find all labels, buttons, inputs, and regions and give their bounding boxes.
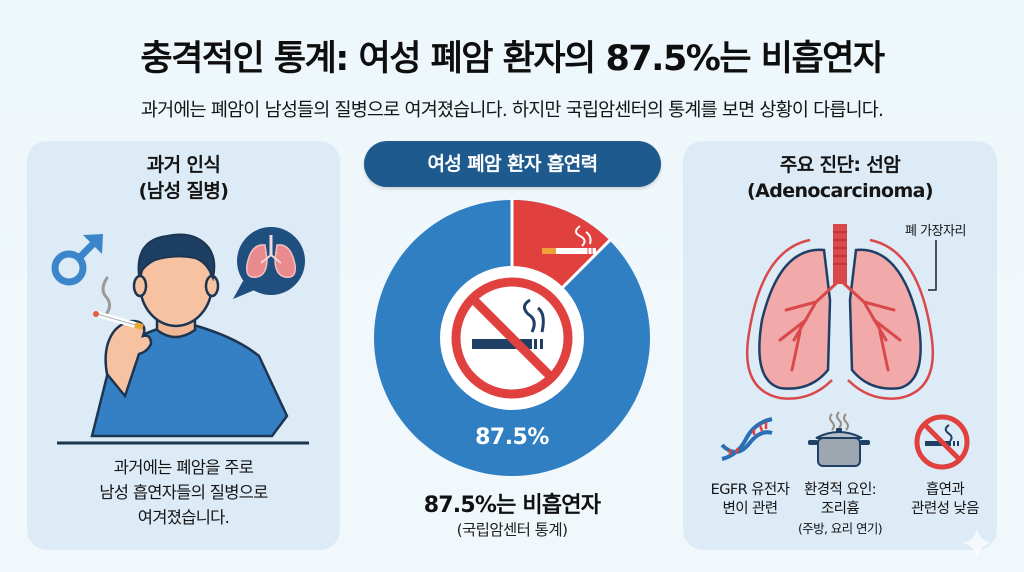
smoking-history-donut-chart xyxy=(374,198,650,476)
past-text-line2: 남성 흡연자들의 질병으로 xyxy=(99,483,268,502)
non-smoker-stat: 87.5%는 비흡연자 xyxy=(423,493,601,518)
past-perception-panel: 과거 인식 (남성 질병) xyxy=(27,141,340,550)
donut-percentage-label: 87.5% xyxy=(475,425,549,450)
dna-icon xyxy=(720,417,773,461)
dna-label: EGFR 유전자 변이 관련 xyxy=(710,482,790,517)
lungs-illustration xyxy=(745,224,937,400)
panel-title-line1: 과거 인식 xyxy=(146,154,221,176)
diagnosis-panel: 주요 진단: 선암 (Adenocarcinoma) xyxy=(683,141,997,550)
low-smoking-relation-label: 흡연과 관련성 낮음 xyxy=(911,482,979,517)
no-smoking-small-icon xyxy=(914,414,970,470)
source-note: (국립암센터 통계) xyxy=(456,521,568,539)
page-subtitle: 과거에는 폐암이 남성들의 질병으로 여겨졌습니다. 하지만 국립암센터의 통계… xyxy=(140,100,884,121)
diagnosis-title-line1: 주요 진단: 선암 xyxy=(779,154,901,176)
no-smoking-icon xyxy=(451,277,573,399)
male-symbol-icon xyxy=(51,234,103,286)
sparkle-watermark-icon xyxy=(962,528,992,558)
smoking-history-badge: 여성 폐암 환자 흡연력 xyxy=(364,141,661,187)
past-text-line1: 과거에는 폐암을 주로 xyxy=(113,458,254,477)
diagnosis-title-line2: (Adenocarcinoma) xyxy=(747,180,934,202)
cooking-fume-label: 환경적 요인: 조리흄 (주방, 요리 연기) xyxy=(797,482,883,536)
past-text-line3: 여겨졌습니다. xyxy=(137,508,230,527)
page-title: 충격적인 통계: 여성 폐암 환자의 87.5%는 비흡연자 xyxy=(140,39,885,79)
cooking-pot-icon xyxy=(808,411,870,467)
lung-edge-callout: 폐 가장자리 xyxy=(905,224,966,239)
lungs-speech-bubble-icon xyxy=(233,227,305,299)
man-smoking-illustration xyxy=(57,233,309,445)
cigarette-icon xyxy=(542,225,596,254)
panel-title-line2: (남성 질병) xyxy=(138,180,229,202)
